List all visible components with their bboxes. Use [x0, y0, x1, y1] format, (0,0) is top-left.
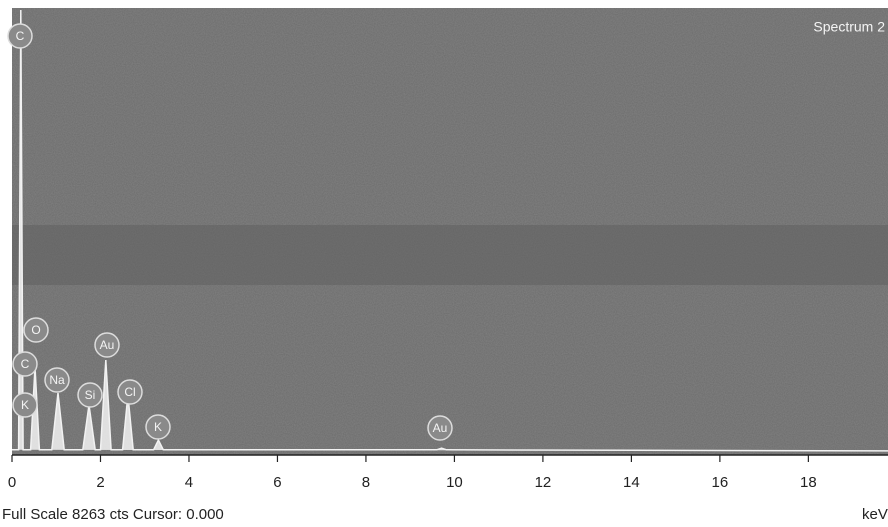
- peak-label-text: Na: [49, 373, 65, 387]
- x-tick-label: 14: [623, 474, 640, 491]
- x-tick-label: 4: [185, 474, 193, 491]
- peak-label: Na: [45, 368, 69, 392]
- x-axis-label: keV: [862, 506, 888, 523]
- footer: Full Scale 8263 cts Cursor: 0.000: [2, 506, 224, 523]
- chart-title: Spectrum 2: [813, 19, 885, 35]
- x-tick-label: 8: [362, 474, 370, 491]
- x-tick-label: 12: [535, 474, 552, 491]
- x-tick-label: 2: [96, 474, 104, 491]
- x-tick-label: 10: [446, 474, 463, 491]
- peak-label-text: Cl: [124, 385, 135, 399]
- x-tick-label: 16: [712, 474, 729, 491]
- peak-label-text: C: [21, 357, 30, 371]
- peak-label: Au: [95, 333, 119, 357]
- x-tick-label: 18: [800, 474, 817, 491]
- peak-label: Au: [428, 416, 452, 440]
- peak-label-text: C: [16, 29, 25, 43]
- peak-label: K: [146, 415, 170, 439]
- peak-label-text: Si: [85, 388, 96, 402]
- peak-label: Si: [78, 383, 102, 407]
- plot-band: [12, 225, 888, 285]
- peak-label: C: [8, 24, 32, 48]
- peak-label: Cl: [118, 380, 142, 404]
- peak-label-text: K: [154, 420, 162, 434]
- peak-label-text: Au: [100, 338, 115, 352]
- chart: Spectrum 2 Full Scale 8263 cts Cursor: 0…: [0, 0, 888, 527]
- peak-label: K: [13, 393, 37, 417]
- peak-label: C: [13, 352, 37, 376]
- peak-label-text: O: [31, 323, 40, 337]
- peak-label: O: [24, 318, 48, 342]
- peak-label-text: K: [21, 398, 29, 412]
- peak-label-text: Au: [433, 421, 448, 435]
- x-tick-label: 0: [8, 474, 16, 491]
- x-tick-label: 6: [273, 474, 281, 491]
